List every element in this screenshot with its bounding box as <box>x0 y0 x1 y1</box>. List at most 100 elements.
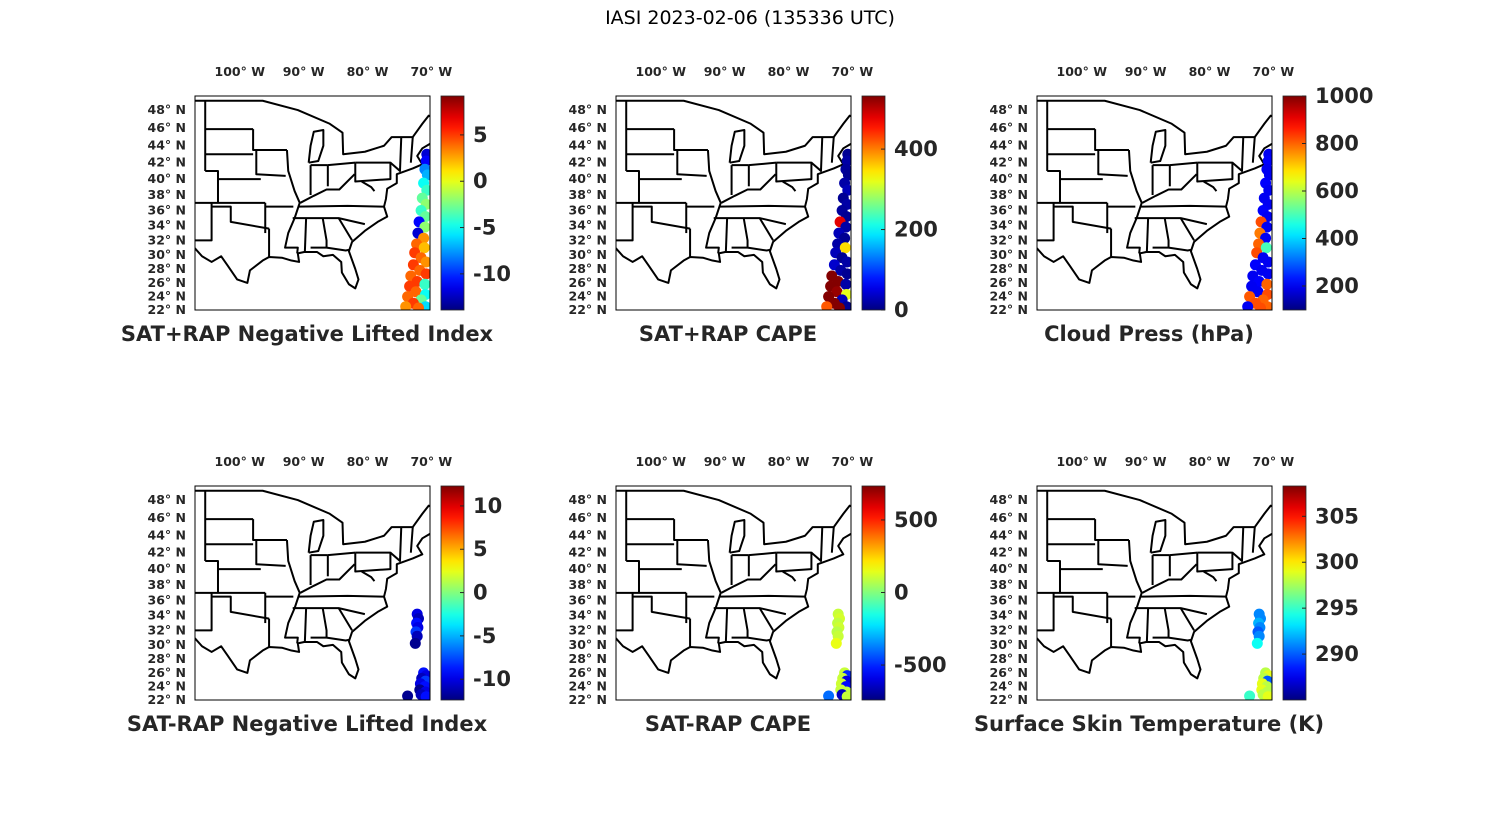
data-point <box>1262 691 1272 700</box>
lat-tick-label: 32° N <box>990 622 1028 637</box>
colorbar-tick-label: 400 <box>894 137 938 161</box>
data-point <box>420 155 430 167</box>
figure-title: IASI 2023-02-06 (135336 UTC) <box>605 7 895 29</box>
lat-tick-label: 28° N <box>990 261 1028 276</box>
colorbar-tick-label: -5 <box>473 624 496 648</box>
border-line <box>1203 180 1218 192</box>
border-line <box>211 595 270 620</box>
border-line <box>1097 150 1128 177</box>
lat-tick-label: 40° N <box>148 561 186 576</box>
border-line <box>361 180 376 192</box>
border-line <box>195 202 213 242</box>
lat-tick-label: 44° N <box>990 528 1028 543</box>
border-line <box>354 551 392 573</box>
border-line <box>718 594 806 598</box>
map-frame <box>194 95 431 311</box>
data-point <box>418 242 430 254</box>
data-point <box>839 242 851 254</box>
lat-tick-label: 48° N <box>569 102 607 117</box>
data-point <box>410 286 422 298</box>
lon-tick-label: 90° W <box>283 454 325 469</box>
colorbar-tick-label: 300 <box>1315 550 1359 574</box>
lat-tick-label: 42° N <box>569 545 607 560</box>
lat-tick-label: 36° N <box>569 203 607 218</box>
scatter-points <box>402 608 430 700</box>
border-line <box>1152 246 1192 252</box>
scatter-points <box>1242 148 1272 310</box>
data-point <box>413 302 424 310</box>
lat-tick-label: 44° N <box>569 528 607 543</box>
map-frame <box>1036 485 1273 701</box>
data-point <box>1244 690 1256 700</box>
lon-tick-label: 90° W <box>704 454 746 469</box>
border-line <box>195 489 430 680</box>
border-line <box>1169 551 1198 557</box>
lat-tick-label: 36° N <box>148 593 186 608</box>
border-line <box>255 540 286 567</box>
data-point <box>841 691 851 700</box>
lat-tick-label: 24° N <box>148 289 186 304</box>
border-line <box>321 217 328 248</box>
border-line <box>310 246 350 252</box>
colorbar-tick-label: 5 <box>473 537 488 561</box>
lat-tick-label: 48° N <box>990 102 1028 117</box>
border-line <box>310 636 350 642</box>
scatter-points <box>1244 608 1272 700</box>
border-line <box>1139 594 1227 598</box>
border-line <box>1141 563 1198 594</box>
colorbar <box>861 485 886 701</box>
border-line <box>1145 608 1150 643</box>
lat-tick-label: 42° N <box>148 155 186 170</box>
border-line <box>1163 217 1170 248</box>
colorbar-tick-label: 800 <box>1315 132 1359 156</box>
lat-tick-label: 24° N <box>990 289 1028 304</box>
border-line <box>1037 489 1272 680</box>
colorbar-tick-label: 0 <box>894 580 909 604</box>
data-point <box>409 637 421 649</box>
data-point <box>1260 242 1272 254</box>
lat-tick-label: 28° N <box>569 261 607 276</box>
lat-tick-label: 44° N <box>990 138 1028 153</box>
colorbar-tick-label: -10 <box>473 667 511 691</box>
border-line <box>758 217 774 241</box>
lon-tick-label: 100° W <box>636 64 687 79</box>
state-borders <box>195 489 430 680</box>
lat-tick-label: 24° N <box>990 679 1028 694</box>
border-line <box>195 592 213 632</box>
border-line <box>1196 551 1234 573</box>
colorbar <box>440 95 465 311</box>
border-line <box>1047 559 1061 593</box>
lon-tick-label: 100° W <box>1057 64 1108 79</box>
lat-tick-label: 24° N <box>569 289 607 304</box>
data-point <box>420 268 430 280</box>
border-line <box>297 594 385 598</box>
state-borders <box>1037 489 1272 680</box>
border-line <box>830 526 835 553</box>
data-point <box>841 155 851 167</box>
lat-tick-label: 26° N <box>148 665 186 680</box>
data-point <box>823 690 835 700</box>
border-line <box>205 169 219 203</box>
colorbar-tick-label: 305 <box>1315 504 1359 528</box>
lon-tick-label: 90° W <box>1125 64 1167 79</box>
lat-tick-label: 22° N <box>569 692 607 707</box>
lat-tick-label: 22° N <box>990 692 1028 707</box>
border-line <box>1053 205 1112 230</box>
border-line <box>673 519 708 542</box>
border-line <box>1134 217 1208 226</box>
lat-tick-label: 22° N <box>990 302 1028 317</box>
lon-tick-label: 90° W <box>283 64 325 79</box>
border-line <box>292 607 366 616</box>
colorbar-tick-label: 5 <box>473 123 488 147</box>
border-line <box>205 559 219 593</box>
border-line <box>303 608 308 643</box>
map-panel-5: 100° W 90° W 80° W 70° W 48° N 46° N 44° N 42° … <box>569 454 947 736</box>
border-line <box>1139 204 1227 208</box>
scatter-points <box>821 148 851 310</box>
lat-tick-label: 38° N <box>990 577 1028 592</box>
border-line <box>616 202 634 242</box>
lat-tick-label: 30° N <box>148 637 186 652</box>
border-line <box>731 636 771 642</box>
border-line <box>1251 136 1256 163</box>
lat-tick-label: 26° N <box>569 665 607 680</box>
